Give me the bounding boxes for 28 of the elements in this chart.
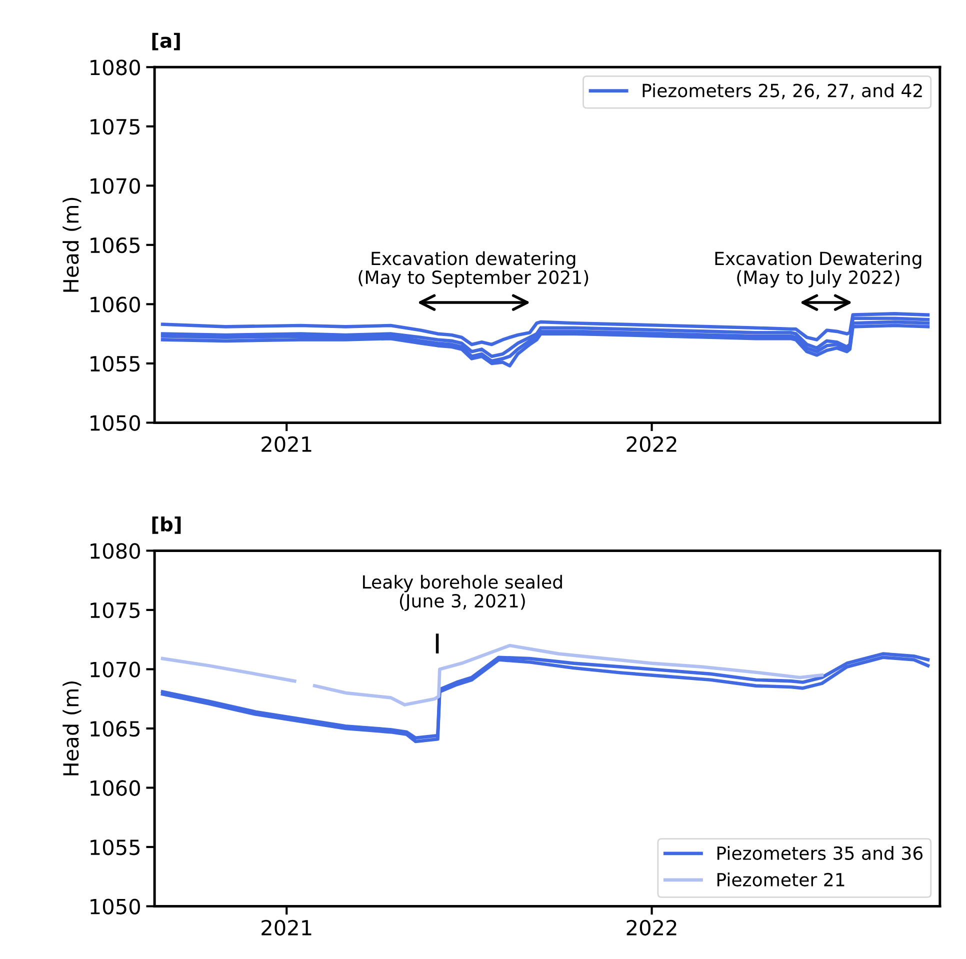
y-tick-label: 1075 bbox=[90, 118, 140, 135]
annotation: Excavation dewatering (May to September 2021) bbox=[358, 251, 588, 288]
y-tick-label: 1080 bbox=[90, 60, 140, 76]
annotation: Excavation Dewatering (May to July 2022) bbox=[715, 251, 922, 288]
y-tick-label: 1050 bbox=[90, 415, 140, 431]
x-tick-label: 2022 bbox=[626, 436, 676, 452]
y-tick-label: 1075 bbox=[90, 602, 140, 618]
chart-title: [b] bbox=[152, 516, 181, 534]
y-tick-label: 1060 bbox=[90, 296, 140, 312]
y-tick-label: 1065 bbox=[90, 237, 140, 254]
x-tick-label: 2022 bbox=[626, 920, 676, 936]
chart-title: [a] bbox=[152, 32, 180, 50]
x-tick-label: 2021 bbox=[262, 436, 312, 452]
y-tick-label: 1080 bbox=[90, 543, 140, 559]
y-axis-title: Head (m) bbox=[62, 198, 82, 292]
y-tick-label: 1065 bbox=[90, 720, 140, 737]
y-tick-label: 1055 bbox=[90, 356, 140, 372]
y-tick-label: 1055 bbox=[90, 839, 140, 856]
y-axis-title: Head (m) bbox=[62, 681, 82, 776]
legend-label: Piezometers 25, 26, 27, and 42 bbox=[642, 83, 922, 100]
x-tick-label: 2021 bbox=[262, 920, 312, 936]
y-tick-label: 1070 bbox=[90, 662, 140, 678]
y-tick-label: 1050 bbox=[90, 898, 140, 914]
annotation: Leaky borehole sealed (June 3, 2021) bbox=[363, 574, 562, 611]
legend-label: Piezometers 35 and 36 bbox=[717, 846, 923, 860]
y-tick-label: 1070 bbox=[90, 178, 140, 194]
legend-label: Piezometer 21 bbox=[717, 872, 844, 887]
y-tick-label: 1060 bbox=[90, 780, 140, 796]
